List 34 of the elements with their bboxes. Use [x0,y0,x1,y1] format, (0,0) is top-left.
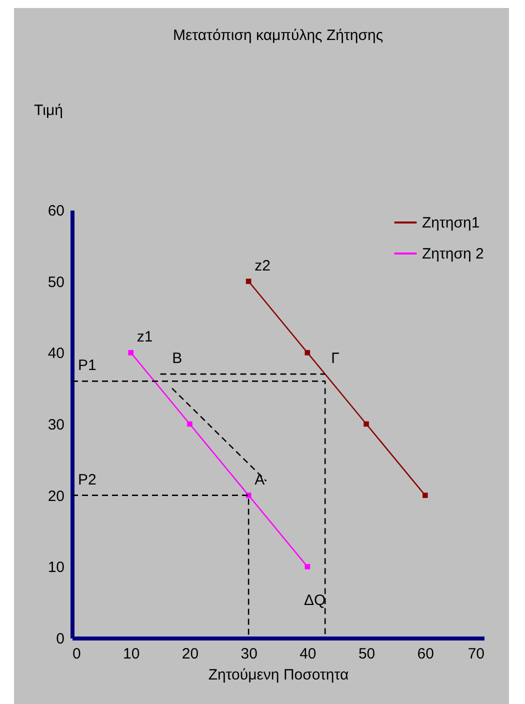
x-tick-label: 40 [300,646,316,662]
x-tick-label: 10 [123,646,140,662]
x-tick-label: 0 [72,646,81,662]
x-tick-label: 50 [358,646,376,662]
annotation: ΔQ [304,592,326,609]
x-tick-label: 30 [240,646,258,662]
annotation: Γ [331,350,340,368]
text: Τιμή [34,102,63,119]
annotation: z1 [136,328,153,346]
y-tick-label: 30 [48,416,64,434]
legend-label: Ζητηση1 [422,214,480,232]
x-tick-label: 60 [417,646,434,662]
point [187,421,192,427]
x-tick-label: 20 [182,646,199,662]
y-tick-label: 40 [48,345,64,362]
x-tick-label: 70 [468,646,484,662]
legend-label: Ζητηση 2 [422,246,484,262]
y-tick-label: 60 [48,202,64,220]
point [128,350,134,356]
chart-title: Μετατόπιση καμπύλης Ζήτησης [172,27,384,44]
annotation: P1 [78,357,96,374]
point [304,350,310,356]
y-tick-label: 20 [48,488,64,505]
x-axis-title: Ζητούμενη Ποσοτητα [208,666,349,684]
point [246,278,252,284]
point [422,492,428,498]
point [364,421,369,427]
y-tick-label: 50 [48,274,64,291]
y-tick-label: 10 [48,559,64,576]
annotation: B [172,350,182,368]
annotation: P2 [78,471,96,488]
point [304,564,310,570]
y-tick-label: 0 [56,630,64,648]
annotation: z2 [254,257,270,274]
